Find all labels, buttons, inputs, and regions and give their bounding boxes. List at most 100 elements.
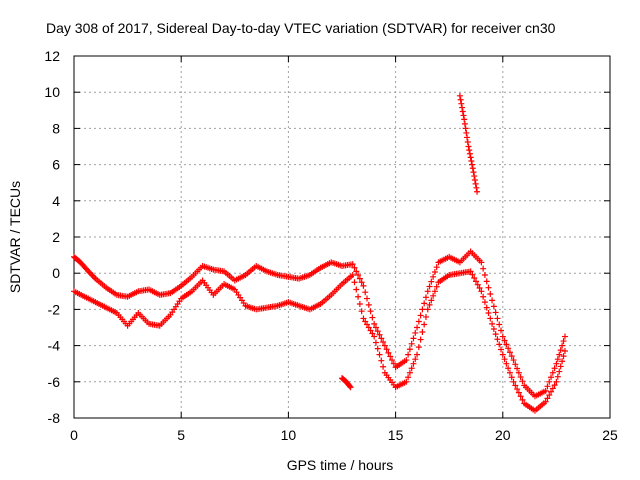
y-axis-label: SDTVAR / TECUs [7, 181, 23, 293]
plus-marker [371, 333, 378, 340]
plus-marker [410, 360, 417, 367]
plus-marker [376, 331, 383, 338]
plus-marker [560, 338, 567, 345]
plus-marker [544, 395, 551, 402]
plus-marker [468, 157, 475, 164]
plus-marker [412, 356, 419, 363]
plus-marker [412, 329, 419, 336]
plus-marker [490, 326, 497, 333]
plus-marker [487, 291, 494, 298]
x-tick-label: 0 [70, 427, 78, 443]
plus-marker [428, 278, 435, 285]
plus-marker [380, 338, 387, 345]
plus-marker [461, 116, 468, 123]
plus-marker [498, 346, 505, 353]
series-lower-track [71, 268, 568, 414]
plus-marker [365, 324, 372, 331]
plus-marker [466, 150, 473, 157]
plus-marker [433, 283, 440, 290]
plus-marker [347, 384, 354, 391]
plus-marker [415, 318, 422, 325]
plus-marker [508, 374, 515, 381]
grid-lines [74, 56, 610, 418]
plus-marker [374, 345, 381, 352]
plus-marker [349, 261, 356, 268]
plus-marker [466, 147, 473, 154]
plus-marker [515, 389, 522, 396]
plus-marker [387, 353, 394, 360]
plus-marker [417, 312, 424, 319]
plus-marker [360, 315, 367, 322]
plus-marker [408, 340, 415, 347]
plus-marker [460, 112, 467, 119]
plus-marker [472, 180, 479, 187]
x-tick-labels: 0 5 10 15 20 25 [70, 427, 618, 443]
plus-marker [431, 268, 438, 275]
plus-marker [514, 386, 521, 393]
series-upper-track [71, 248, 568, 400]
plus-marker [410, 335, 417, 342]
plus-marker [364, 295, 371, 302]
plus-marker [430, 273, 437, 280]
plus-marker [378, 357, 385, 364]
plus-marker [489, 320, 496, 327]
x-tick-label: 15 [388, 427, 404, 443]
plus-marker [561, 333, 568, 340]
plus-marker [542, 387, 549, 394]
plus-marker [365, 301, 372, 308]
plus-marker [421, 300, 428, 307]
y-tick-label: -2 [48, 301, 61, 317]
plus-marker [367, 308, 374, 315]
plus-marker [557, 363, 564, 370]
plus-marker [514, 365, 521, 372]
plus-marker [385, 349, 392, 356]
plus-marker [553, 360, 560, 367]
plus-marker [496, 341, 503, 348]
plus-marker [480, 293, 487, 300]
plus-marker [349, 272, 356, 279]
plus-marker [478, 259, 485, 266]
plus-marker [557, 347, 564, 354]
plus-marker [474, 281, 481, 288]
plus-marker [503, 360, 510, 367]
plus-marker [496, 321, 503, 328]
plus-marker [378, 335, 385, 342]
plus-marker [510, 378, 517, 385]
plus-marker [494, 315, 501, 322]
plus-marker [462, 125, 469, 132]
plus-marker [549, 385, 556, 392]
plus-marker [364, 321, 371, 328]
series-short-segment [339, 375, 354, 391]
plus-marker [372, 339, 379, 346]
plus-marker [367, 327, 374, 334]
plus-marker [362, 289, 369, 296]
plus-marker [485, 310, 492, 317]
plus-marker [561, 348, 568, 355]
plus-marker [371, 320, 378, 327]
plus-marker [546, 378, 553, 385]
plus-marker [517, 393, 524, 400]
plus-marker [419, 329, 426, 336]
plus-marker [478, 288, 485, 295]
chart-title: Day 308 of 2017, Sidereal Day-to-day VTE… [46, 20, 556, 36]
plus-marker [353, 268, 360, 275]
plus-marker [405, 351, 412, 358]
plus-marker [346, 383, 353, 390]
plus-marker [505, 345, 512, 352]
plus-marker [383, 346, 390, 353]
plus-marker [505, 365, 512, 372]
x-tick-label: 5 [177, 427, 185, 443]
plus-marker [389, 357, 396, 364]
plus-marker [464, 138, 471, 145]
plus-marker [549, 369, 556, 376]
plus-marker [358, 279, 365, 286]
plus-marker [405, 374, 412, 381]
plus-marker [512, 382, 519, 389]
plus-marker [406, 346, 413, 353]
plus-marker [464, 134, 471, 141]
x-tick-label: 10 [281, 427, 297, 443]
y-tick-label: 2 [52, 229, 60, 245]
plus-marker [428, 297, 435, 304]
plus-marker [390, 360, 397, 367]
plus-marker [515, 369, 522, 376]
